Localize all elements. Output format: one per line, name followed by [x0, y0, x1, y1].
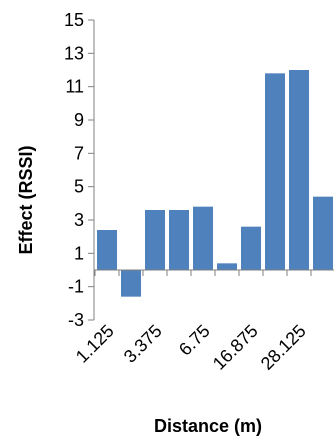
bar [145, 210, 165, 270]
y-tick-label: 11 [65, 77, 84, 97]
y-tick-label: -3 [68, 310, 84, 330]
y-tick-label: -1 [68, 277, 84, 297]
bar [265, 73, 285, 270]
bar [121, 270, 141, 297]
y-tick-label: 7 [74, 143, 84, 163]
bars [97, 70, 333, 297]
bar [289, 70, 309, 270]
axes [93, 20, 334, 320]
x-tick-label: 28.125 [257, 321, 310, 374]
y-tick-label: 5 [74, 177, 84, 197]
bar [193, 206, 213, 270]
y-tick-label: 13 [64, 43, 84, 63]
y-tick-label: 1 [74, 243, 84, 263]
bar [217, 263, 237, 270]
bar [241, 226, 261, 270]
bar [313, 196, 333, 270]
y-tick-label: 3 [74, 210, 84, 230]
x-tick-label: 3.375 [120, 321, 166, 367]
y-axis-title: Effect (RSSI) [16, 145, 36, 254]
bar [169, 210, 189, 270]
y-tick-label: 15 [64, 10, 84, 30]
x-tick-label: 16.875 [209, 321, 262, 374]
y-tick-label: 9 [74, 110, 84, 130]
x-tick-label: 6.75 [175, 321, 214, 360]
x-axis-title: Distance (m) [154, 416, 262, 436]
bar [97, 230, 117, 270]
